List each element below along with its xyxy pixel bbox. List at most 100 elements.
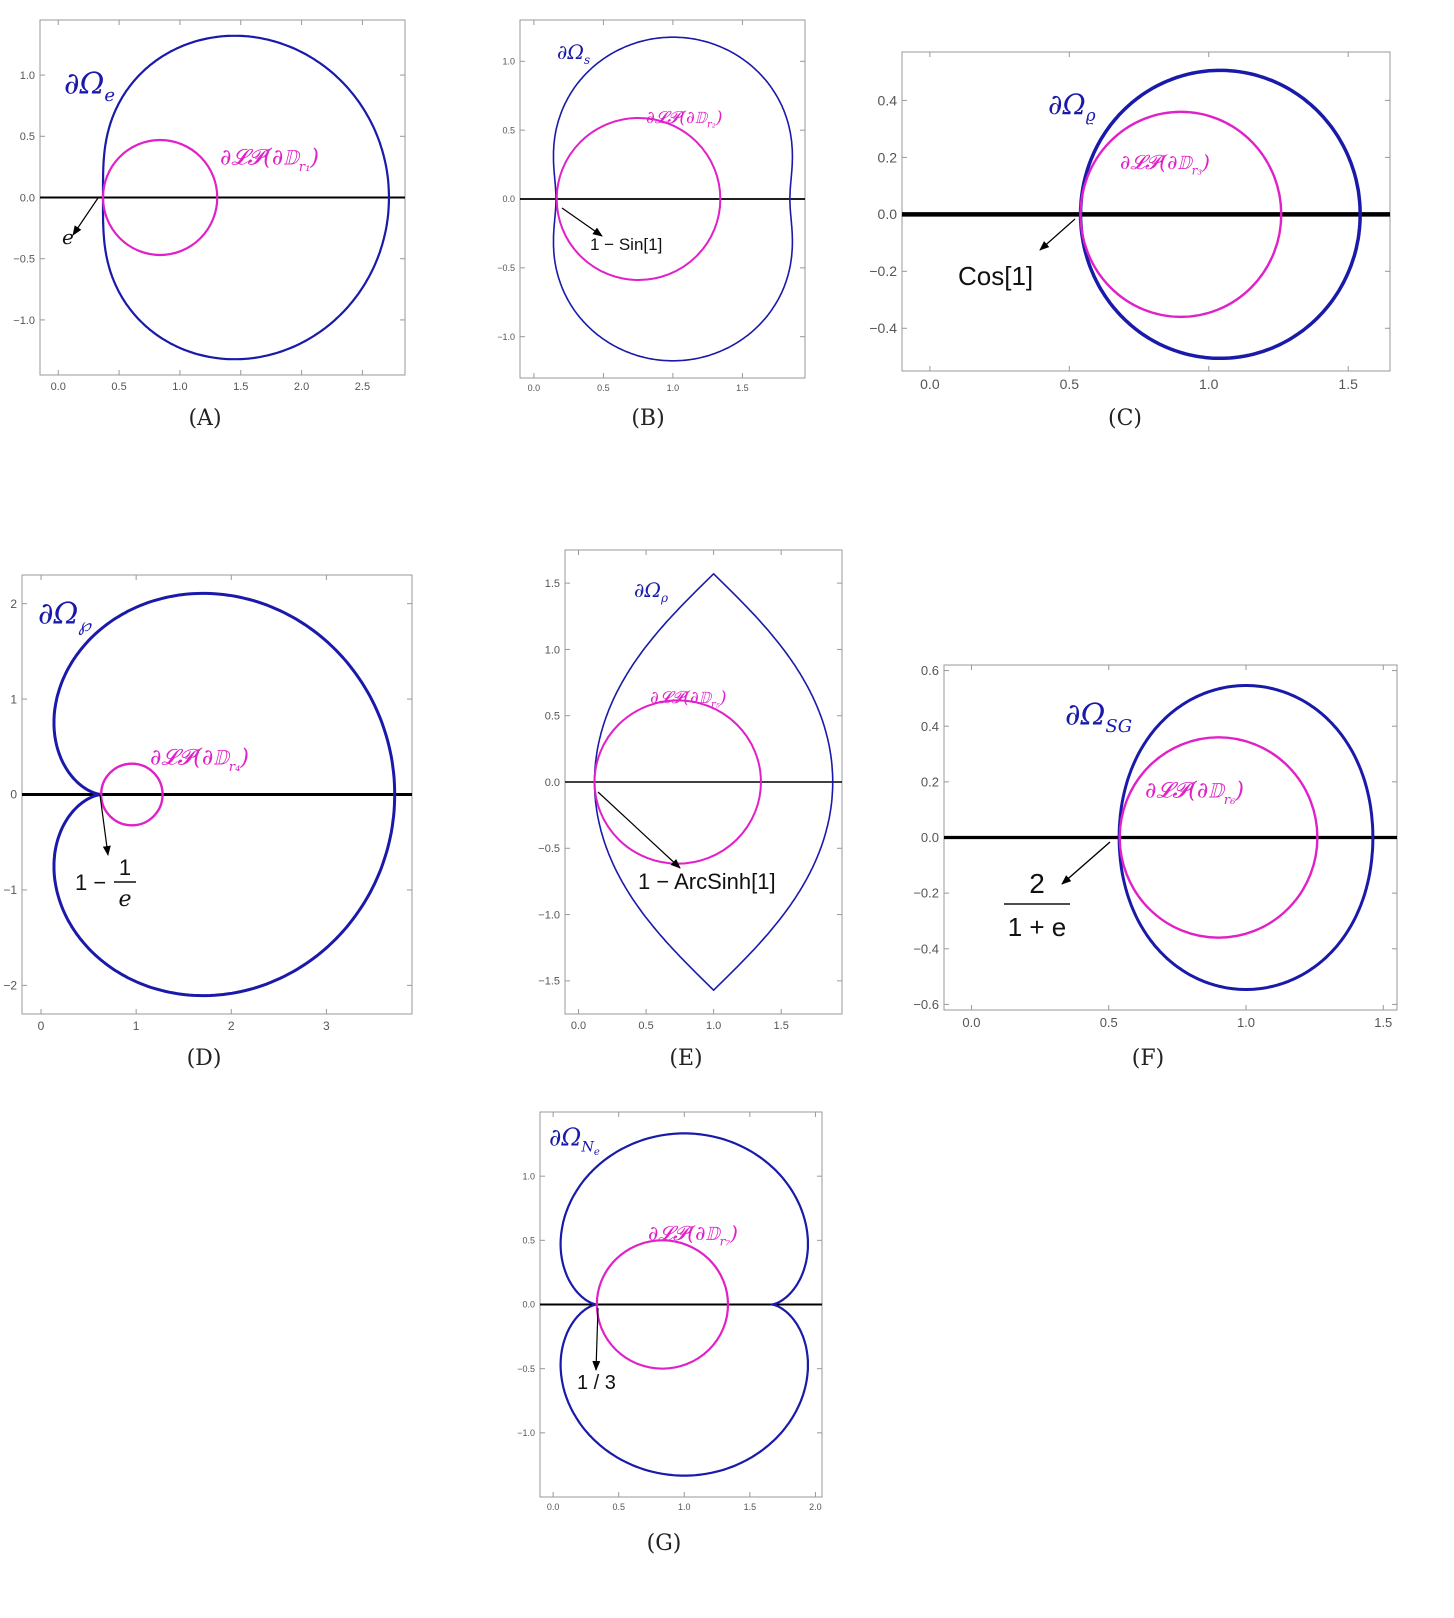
- y-tick-label: −0.5: [517, 1364, 535, 1374]
- y-tick-label: 1.0: [522, 1171, 535, 1181]
- y-tick-label: 0.2: [921, 774, 939, 789]
- y-tick-label: 0.4: [878, 92, 898, 108]
- x-tick-label: 1.5: [744, 1502, 757, 1512]
- panel-caption: (G): [647, 1531, 682, 1556]
- point-label-numerator: 2: [1029, 868, 1045, 899]
- y-tick-label: 0.5: [502, 125, 515, 135]
- panel-caption: (A): [188, 406, 221, 431]
- inner-circle-curve: [99, 762, 164, 827]
- x-tick-label: 2.5: [355, 381, 370, 393]
- inner-circle-curve: [1118, 736, 1319, 939]
- y-tick-label: 1.0: [502, 56, 515, 66]
- y-tick-label: −2: [3, 979, 17, 993]
- panel-b: 0.0 0.5 1.0 1.5 −1.0 −0.5 0.0 0.5 1.0 ∂Ωs ∂𝓛𝓟(∂𝔻r₂…: [497, 19, 806, 431]
- x-tick-label: 0.5: [597, 383, 610, 393]
- y-tick-label: −0.4: [869, 320, 897, 336]
- point-label-prefix: 1 −: [75, 870, 106, 895]
- pointer-arrow: [597, 791, 681, 869]
- x-tick-label: 0.5: [612, 1502, 625, 1512]
- panel-caption: (D): [187, 1046, 222, 1071]
- y-tick-label: 0: [10, 788, 17, 802]
- x-tick-label: 2.0: [809, 1502, 822, 1512]
- y-tick-label: 1.5: [545, 578, 560, 590]
- panel-caption: (F): [1132, 1046, 1164, 1071]
- x-tick-label: 1.5: [736, 383, 749, 393]
- y-tick-label: −0.4: [913, 941, 939, 956]
- y-tick-label: 0.5: [522, 1235, 535, 1245]
- y-tick-label: 0.0: [502, 194, 515, 204]
- y-tick-label: −1.0: [497, 332, 515, 342]
- x-tick-label: 0.0: [920, 376, 940, 392]
- panel-caption: (C): [1108, 406, 1142, 431]
- outer-curve-label: ∂Ω℘: [38, 597, 92, 637]
- inner-curve-label: ∂𝓛𝓟(∂𝔻r₃): [1120, 150, 1210, 178]
- outer-curve-label: ∂Ωρ: [634, 578, 668, 605]
- panel-g: 0.0 0.5 1.0 1.5 2.0 −1.0 −0.5 0.0 0.5 1.0 ∂ΩNe ∂𝓛𝓟(…: [517, 1111, 823, 1556]
- x-tick-label: 0: [38, 1019, 45, 1033]
- x-tick-label: 1: [133, 1019, 140, 1033]
- point-label: 1 / 3: [577, 1372, 616, 1394]
- x-tick-label: 1.0: [1237, 1015, 1255, 1030]
- inner-curve-label: ∂𝓛𝓟(∂𝔻r₇): [648, 1221, 738, 1249]
- pointer-arrow: [561, 207, 603, 237]
- y-tick-label: −1.0: [13, 315, 35, 327]
- panel-d: 0 1 2 3 −2 −1 0 1 2 ∂Ω℘ ∂𝓛𝓟(∂𝔻r₄) 1 − 1 e (D): [3, 574, 413, 1071]
- y-tick-label: 0.0: [878, 206, 898, 222]
- y-tick-label: −0.2: [869, 263, 897, 279]
- y-tick-label: 0.6: [921, 663, 939, 678]
- point-label-denominator: 1 + e: [1008, 912, 1067, 942]
- y-tick-label: −0.5: [497, 263, 515, 273]
- y-tick-label: 1.0: [20, 70, 35, 82]
- outer-curve-label: ∂Ωϱ: [1048, 88, 1096, 125]
- x-tick-label: 2: [228, 1019, 235, 1033]
- inner-circle-curve: [101, 138, 219, 257]
- y-tick-label: 0.2: [878, 149, 898, 165]
- y-tick-label: 0.5: [545, 711, 560, 723]
- x-tick-label: 2.0: [294, 381, 309, 393]
- x-tick-label: 0.0: [51, 381, 66, 393]
- panel-c: 0.0 0.5 1.0 1.5 −0.4 −0.2 0.0 0.2 0.4 ∂Ωϱ ∂𝓛𝓟(∂𝔻r₃…: [869, 51, 1391, 431]
- y-tick-label: −1.0: [538, 909, 560, 921]
- y-tick-label: 1.0: [545, 644, 560, 656]
- y-tick-label: 0.0: [921, 830, 939, 845]
- inner-curve-label: ∂𝓛𝓟(∂𝔻r₅): [650, 688, 726, 711]
- outer-curve-label: ∂ΩSG: [1065, 698, 1132, 738]
- y-tick-label: 0.0: [522, 1300, 535, 1310]
- y-tick-label: −1.0: [517, 1428, 535, 1438]
- y-tick-label: −0.5: [13, 254, 35, 266]
- y-tick-label: 0.4: [921, 719, 939, 734]
- x-tick-label: 1.0: [667, 383, 680, 393]
- plot-frame: [901, 51, 1391, 372]
- point-label: Cos[1]: [958, 261, 1033, 291]
- y-tick-label: 0.0: [20, 192, 35, 204]
- inner-curve-label: ∂𝓛𝓟(∂𝔻r₄): [150, 746, 249, 775]
- point-label-denominator: e: [118, 887, 131, 912]
- x-tick-label: 0.5: [638, 1020, 653, 1032]
- x-tick-label: 0.5: [1100, 1015, 1118, 1030]
- x-tick-label: 0.5: [111, 381, 126, 393]
- panel-e: 0.0 0.5 1.0 1.5 −1.5 −1.0 −0.5 0.0 0.5 1.0 1.5 ∂Ωρ ∂…: [538, 549, 843, 1071]
- x-tick-label: 3: [323, 1019, 330, 1033]
- point-label: 1 − Sin[1]: [590, 235, 662, 254]
- x-tick-label: 0.5: [1060, 376, 1080, 392]
- x-tick-label: 1.5: [774, 1020, 789, 1032]
- point-label: 1 − ArcSinh[1]: [638, 869, 776, 894]
- pointer-arrow: [592, 1307, 601, 1371]
- y-tick-label: −0.6: [913, 997, 939, 1012]
- panel-caption: (E): [669, 1046, 702, 1071]
- y-tick-label: −1: [3, 883, 17, 897]
- inner-curve-label: ∂𝓛𝓟(∂𝔻r₆): [1145, 779, 1244, 808]
- point-label-numerator: 1: [119, 855, 131, 880]
- inner-circle-curve: [555, 116, 722, 282]
- x-tick-label: 1.0: [678, 1502, 691, 1512]
- x-tick-label: 0.0: [528, 383, 541, 393]
- inner-curve-label: ∂𝓛𝓟(∂𝔻r₁): [220, 146, 319, 175]
- y-tick-label: −0.2: [913, 886, 939, 901]
- y-tick-label: −0.5: [538, 843, 560, 855]
- inner-circle-curve: [1079, 110, 1283, 319]
- panel-caption: (B): [631, 406, 664, 431]
- outer-curve-label: ∂Ωe: [64, 67, 115, 107]
- inner-curve-label: ∂𝓛𝓟(∂𝔻r₂): [646, 108, 722, 131]
- pointer-arrow: [72, 197, 99, 236]
